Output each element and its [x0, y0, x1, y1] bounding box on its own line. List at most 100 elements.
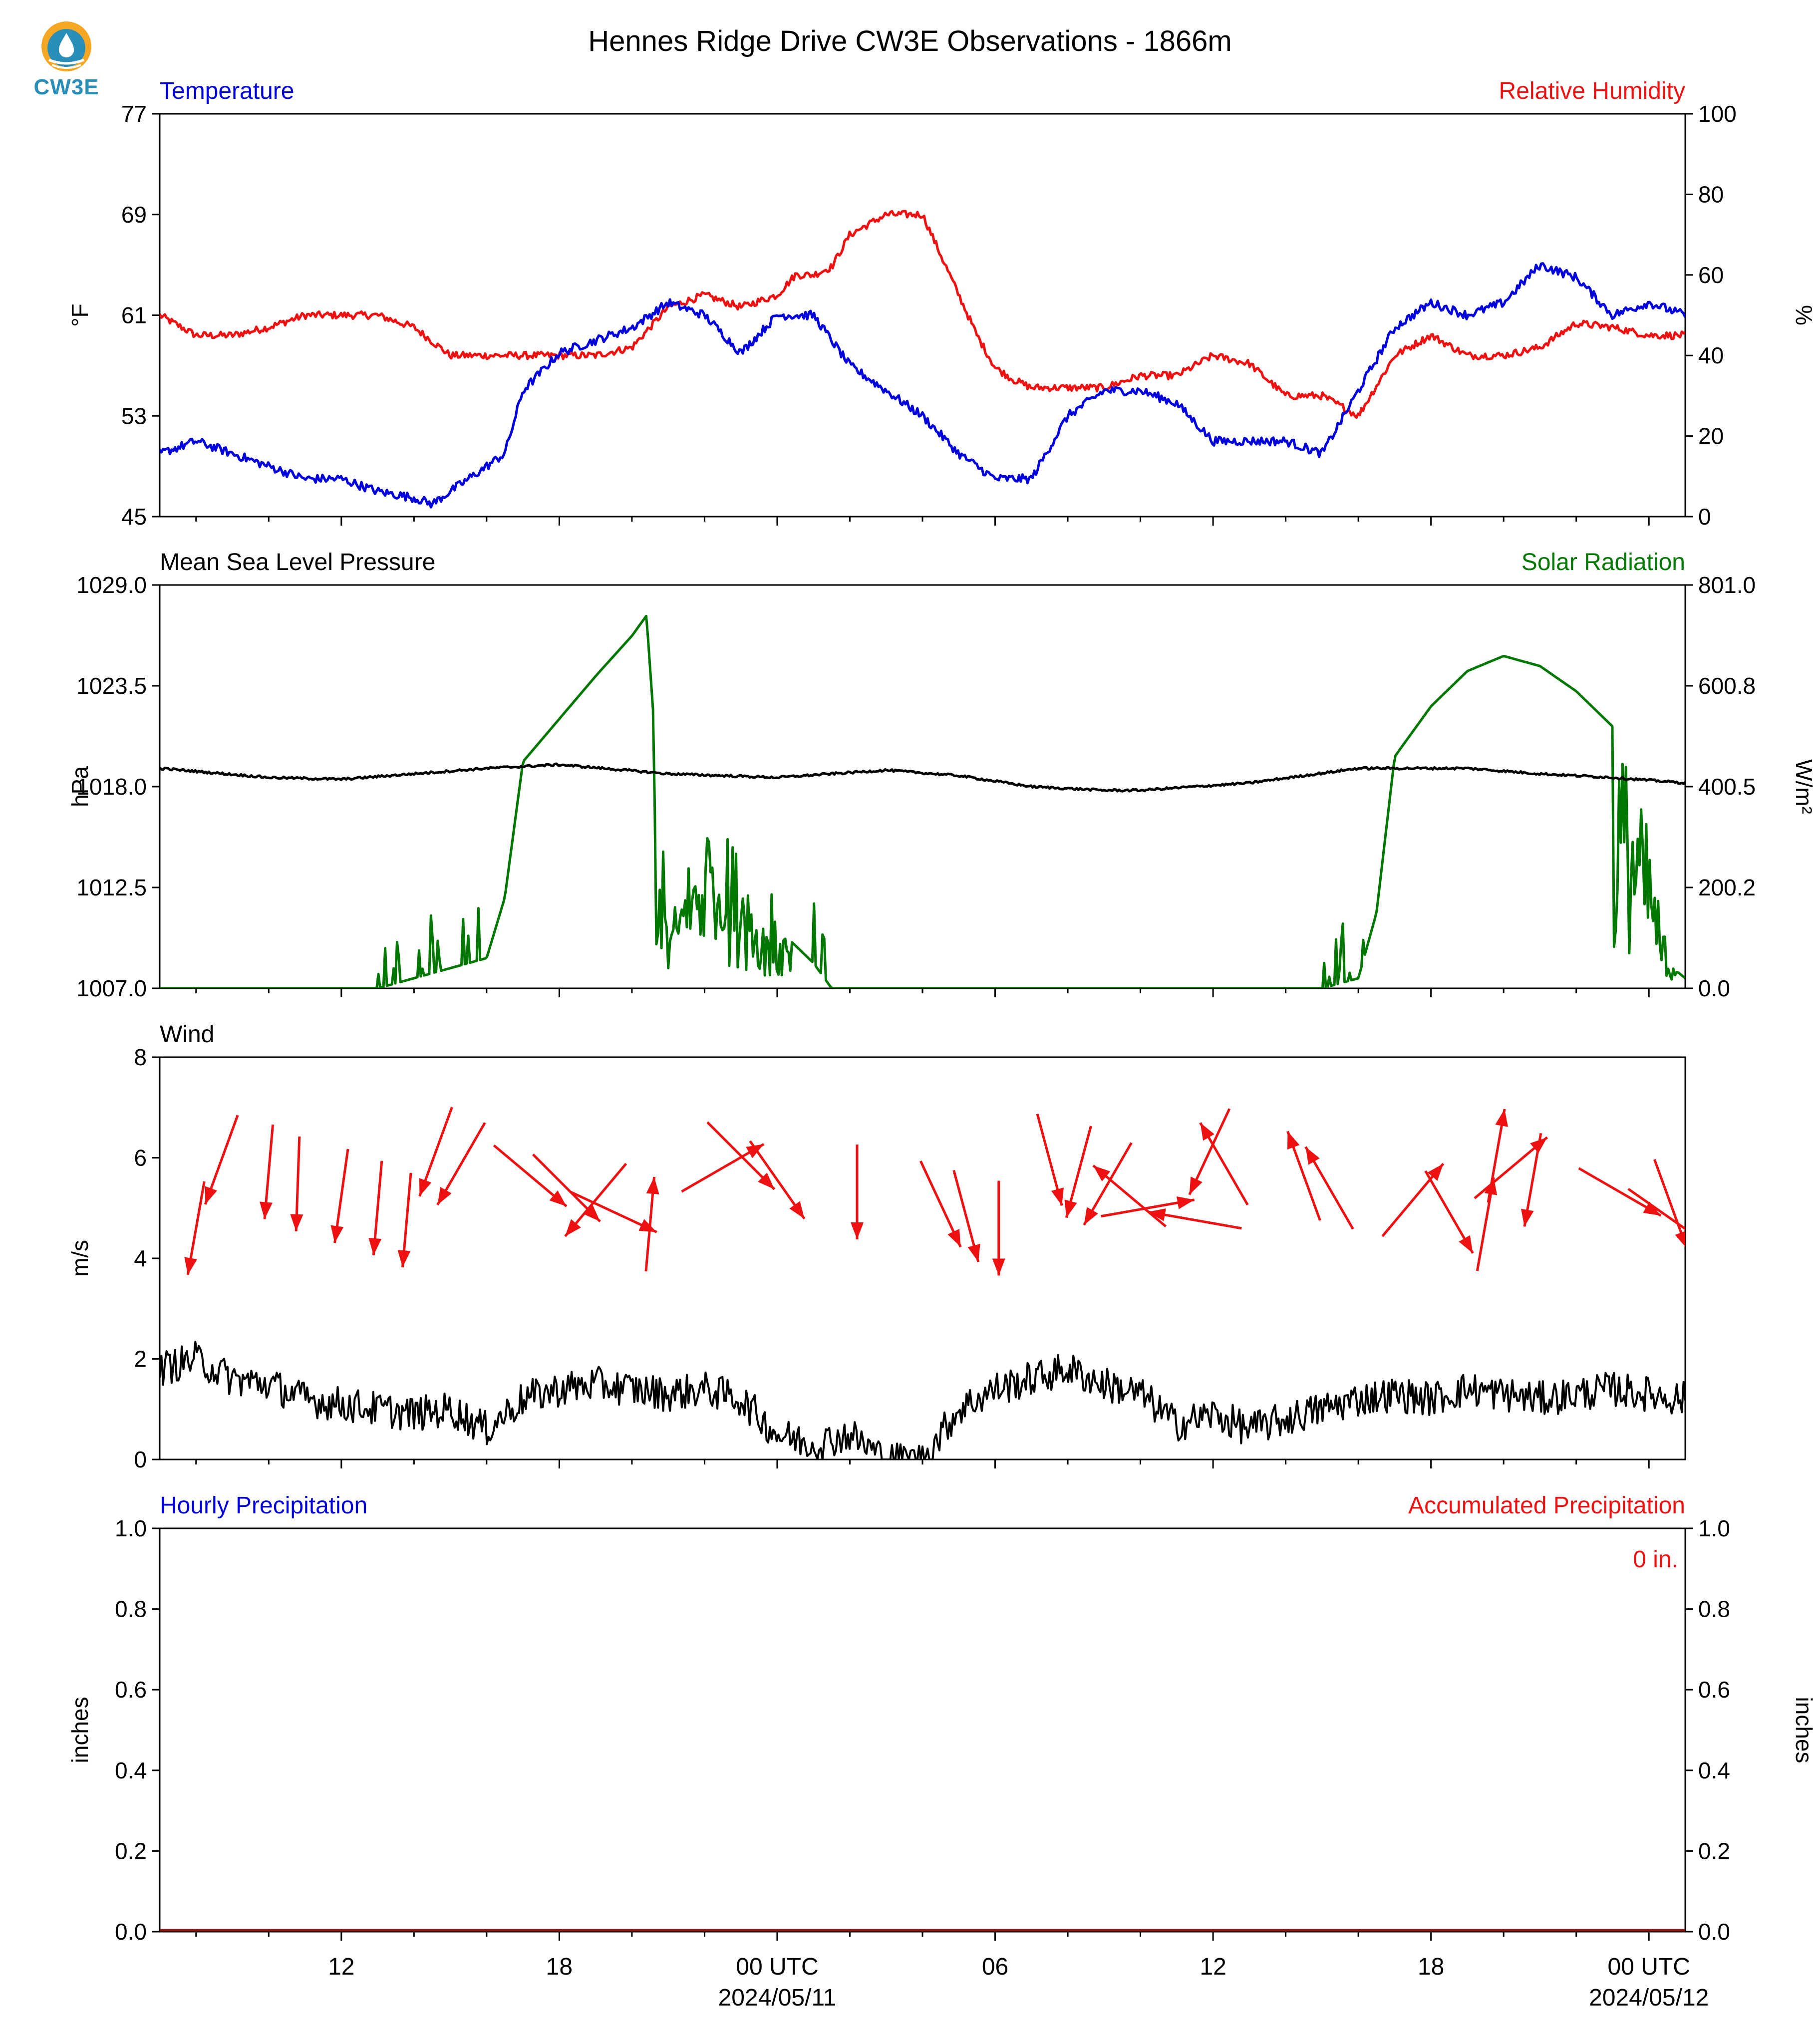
wind-arrowhead [1305, 1147, 1320, 1165]
y-tick-label-left: 0 [134, 1447, 147, 1472]
wind-arrowhead [646, 1176, 659, 1194]
y-tick-label-right: 1.0 [1698, 1515, 1730, 1541]
panel-left-title: Temperature [160, 78, 294, 104]
x-tick-label: 18 [546, 1954, 573, 1980]
wind-arrowhead [638, 1219, 657, 1232]
wind-arrowhead [1643, 1201, 1661, 1216]
y-tick-label-left: 1012.5 [76, 874, 147, 900]
wind-direction-arrow [1627, 1187, 1685, 1230]
pressure-line [160, 762, 1685, 793]
logo-text: CW3E [33, 75, 99, 99]
y-tick-label-left: 77 [121, 101, 147, 127]
wind-arrowhead [1200, 1123, 1214, 1141]
wind-arrowhead [1176, 1196, 1195, 1209]
wind-arrowhead [260, 1201, 273, 1219]
wind-arrowhead [1521, 1208, 1534, 1227]
y-tick-label-right: 0.0 [1698, 975, 1730, 1001]
y-tick-label-right: 0.0 [1698, 1919, 1730, 1945]
y-tick-label-left: 2 [134, 1346, 147, 1372]
wind-arrowhead [583, 1204, 601, 1222]
solar-radiation-line [160, 614, 1685, 988]
y-tick-label-right: 80 [1698, 181, 1724, 207]
wind-arrowhead [947, 1228, 961, 1247]
wind-arrowhead [1148, 1208, 1166, 1221]
y-tick-label-right: 801.0 [1698, 572, 1756, 598]
wind-arrowhead [1688, 1228, 1706, 1243]
wind-arrowhead [1051, 1187, 1064, 1206]
y-tick-label-left: 0.6 [115, 1677, 147, 1703]
x-tick-label: 06 [982, 1954, 1008, 1980]
y-axis-label-right: inches [1791, 1697, 1817, 1763]
plot-area [160, 1107, 1706, 1459]
wind-arrowhead [1287, 1131, 1300, 1150]
wind-arrowhead [1064, 1199, 1077, 1218]
wind-arrowhead [184, 1257, 197, 1275]
panel-frame [159, 584, 1686, 989]
wind-arrowhead [565, 1219, 581, 1236]
x-tick-label: 12 [1200, 1954, 1226, 1980]
wind-arrowhead [758, 1172, 775, 1189]
temperature-line [160, 262, 1685, 509]
wind-arrowhead [1427, 1163, 1444, 1181]
x-tick-label: 00 UTC [736, 1954, 818, 1980]
y-axis-label-left: m/s [67, 1240, 93, 1277]
figure-title: Hennes Ridge Drive CW3E Observations - 1… [588, 25, 1231, 57]
cw3e-drop-logo-icon [41, 21, 91, 71]
wind-arrowhead [851, 1222, 864, 1240]
y-tick-label-right: 400.5 [1698, 774, 1756, 800]
panel-left-title: Mean Sea Level Pressure [160, 549, 435, 576]
wind-arrowhead [549, 1190, 567, 1206]
y-tick-label-right: 600.8 [1698, 673, 1756, 699]
y-tick-label-right: 0.4 [1698, 1757, 1730, 1783]
y-axis-label-left: hPa [67, 766, 93, 807]
y-tick-label-right: 0.2 [1698, 1838, 1730, 1864]
y-tick-label-left: 53 [121, 403, 147, 429]
y-tick-label-left: 1029.0 [76, 572, 147, 598]
y-tick-label-right: 60 [1698, 262, 1724, 288]
y-tick-label-left: 0.2 [115, 1838, 147, 1864]
panel-precip: Hourly Precipitation Accumulated Precipit… [67, 1492, 1817, 2011]
x-tick-label: 00 UTC [1608, 1954, 1690, 1980]
relative-humidity-line [160, 210, 1685, 419]
y-tick-label-right: 0 [1698, 504, 1711, 530]
panel-frame [159, 1527, 1686, 1933]
x-tick-label: 18 [1418, 1954, 1444, 1980]
y-tick-label-left: 0.4 [115, 1757, 147, 1783]
y-tick-label-left: 8 [134, 1044, 147, 1070]
y-tick-label-left: 69 [121, 202, 147, 228]
y-axis-label-left: inches [67, 1697, 93, 1763]
y-axis-label-left: °F [67, 303, 93, 327]
wind-arrowhead [1459, 1235, 1473, 1253]
y-tick-label-right: 100 [1698, 101, 1737, 127]
panel-left-title: Wind [160, 1021, 214, 1048]
y-tick-label-left: 1023.5 [76, 673, 147, 699]
wind-arrowhead [397, 1250, 411, 1268]
panel-pressure: Mean Sea Level Pressure Solar Radiation hP… [67, 549, 1817, 1001]
panel-right-title: Solar Radiation [1521, 549, 1685, 576]
cw3e-logo [29, 19, 104, 104]
wind-arrowhead [1495, 1109, 1509, 1127]
y-axis-label-right: W/m² [1791, 759, 1817, 814]
panels: Temperature Relative Humidity °F % 77 69 61 53 4… [67, 78, 1817, 2011]
panel-right-title: Accumulated Precipitation [1408, 1492, 1685, 1519]
precip-total-label: 0 in. [1633, 1546, 1678, 1573]
plot-area [160, 614, 1685, 988]
y-axis-label-right: % [1791, 305, 1817, 325]
panel-right-title: Relative Humidity [1499, 78, 1685, 104]
y-tick-label-right: 200.2 [1698, 874, 1756, 900]
y-tick-label-right: 20 [1698, 423, 1724, 449]
wind-arrowhead [992, 1258, 1005, 1276]
y-tick-label-left: 1018.0 [76, 774, 147, 800]
panel-wind: Wind m/s 8 6 4 2 0 [67, 1021, 1706, 1472]
wind-arrowhead [1093, 1165, 1111, 1181]
y-tick-label-left: 0.8 [115, 1596, 147, 1622]
wind-arrowhead [419, 1178, 432, 1196]
wind-arrowhead [368, 1237, 382, 1255]
wind-arrowhead [789, 1201, 805, 1219]
panel-temp: Temperature Relative Humidity °F % 77 69 61 53 4… [67, 78, 1817, 530]
y-tick-label-right: 0.8 [1698, 1596, 1730, 1622]
y-tick-label-left: 1007.0 [76, 975, 147, 1001]
y-tick-label-left: 61 [121, 302, 147, 328]
wind-arrowhead [205, 1186, 218, 1204]
